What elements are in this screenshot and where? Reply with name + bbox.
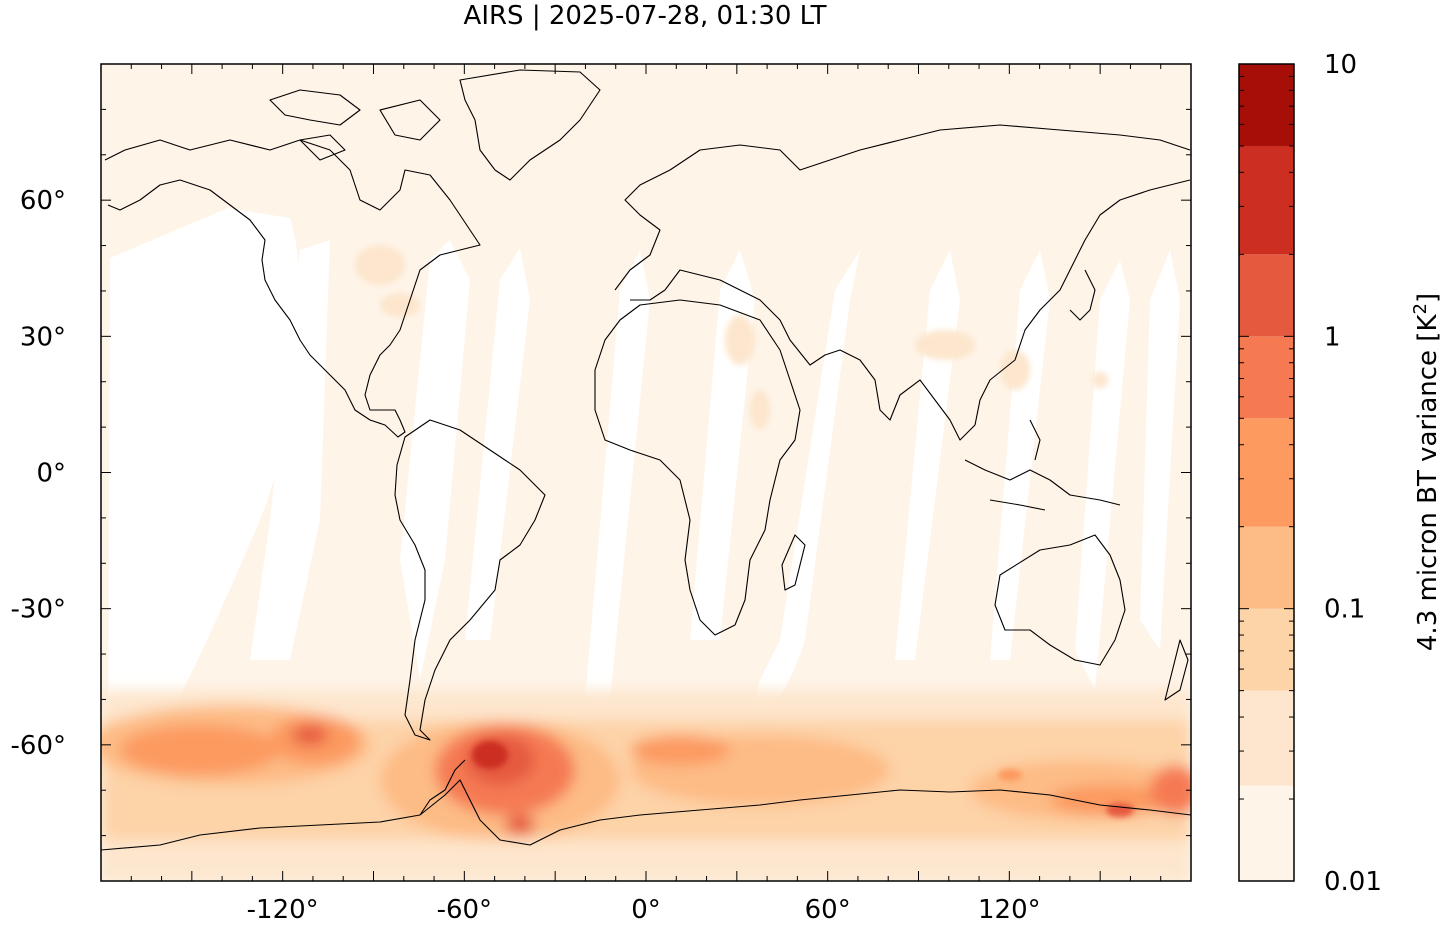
lon-tick-label: -120° xyxy=(247,895,319,925)
colorbar-label-main: 4.3 micron BT variance [K xyxy=(1413,314,1442,652)
coast-southeast-asia xyxy=(964,419,1121,511)
lon-tick-label: 0° xyxy=(631,895,661,925)
colorbar-level-block xyxy=(1239,526,1294,609)
colorbar-tick-labels: 10 1 0.1 0.01 xyxy=(1324,50,1382,897)
swath-gap-east-asia xyxy=(990,250,1050,660)
colorbar-level-block xyxy=(1239,418,1294,527)
coast-new-zealand xyxy=(1164,639,1189,701)
colorbar-level-block xyxy=(1239,145,1294,255)
map-panel xyxy=(101,64,1191,881)
colorbar-label-end: ] xyxy=(1413,293,1442,303)
swath-gap-dateline xyxy=(1140,250,1180,650)
map-minor-ticks xyxy=(101,64,1191,881)
coast-antarctic-peninsula xyxy=(419,759,466,816)
colorbar-color-blocks xyxy=(1239,64,1294,881)
colorbar-label: 4.3 micron BT variance [K2] xyxy=(1410,293,1442,651)
latitude-tick-labels: 60° 30° 0° -30° -60° xyxy=(11,186,66,761)
coast-japan xyxy=(1069,269,1096,321)
coast-europe xyxy=(614,124,1191,291)
lon-tick-label: -60° xyxy=(437,895,492,925)
colorbar-tick-label: 10 xyxy=(1324,50,1357,80)
colorbar-label-superscript: 2 xyxy=(1410,303,1431,314)
swath-gap-indian xyxy=(735,250,860,770)
coast-madagascar xyxy=(781,534,806,591)
colorbar-frame xyxy=(1238,63,1295,882)
coastlines xyxy=(101,69,1191,851)
colorbar-level-block xyxy=(1239,690,1294,786)
coast-africa xyxy=(594,299,801,636)
lon-tick-label: 120° xyxy=(978,895,1041,925)
lat-tick-label: 60° xyxy=(20,186,66,216)
swath-gap-pacific xyxy=(108,208,300,800)
swath-gap-west-pacific xyxy=(1075,260,1130,690)
colorbar-tick-label: 0.01 xyxy=(1324,867,1382,897)
coast-south-america xyxy=(394,419,546,741)
coast-greenland xyxy=(459,69,601,181)
swath-gap-east-pacific xyxy=(250,240,330,660)
swath-gap-atlantic-west xyxy=(400,240,470,680)
lat-tick-label: -60° xyxy=(11,731,66,761)
swath-gap-africa-west xyxy=(585,250,650,700)
colorbar-level-block xyxy=(1239,608,1294,691)
lat-tick-label: -30° xyxy=(11,595,66,625)
lon-tick-label: 60° xyxy=(805,895,851,925)
coast-antarctica xyxy=(101,779,1191,851)
colorbar-ticks xyxy=(1239,75,1294,882)
lat-tick-label: 30° xyxy=(20,322,66,352)
variance-field xyxy=(101,245,1191,881)
coast-north-america xyxy=(104,139,481,438)
colorbar-level-block xyxy=(1239,336,1294,419)
coast-australia xyxy=(994,534,1126,666)
colorbar-level-block xyxy=(1239,254,1294,337)
colorbar-tick-label: 1 xyxy=(1324,322,1341,352)
chart-title: AIRS | 2025-07-28, 01:30 LT xyxy=(464,1,827,31)
swath-gap-atlantic xyxy=(465,248,530,640)
coast-arctic-islands xyxy=(269,89,441,161)
colorbar-tick-label: 0.1 xyxy=(1324,595,1365,625)
lat-tick-label: 0° xyxy=(36,459,66,489)
coast-asia xyxy=(630,179,1191,441)
longitude-tick-labels: -120° -60° 0° 60° 120° xyxy=(247,895,1041,925)
colorbar: 10 1 0.1 0.01 4.3 micron BT variance [K2] xyxy=(1238,50,1442,897)
colorbar-level-block xyxy=(1239,785,1294,881)
colorbar-level-block xyxy=(1239,64,1294,146)
swath-gaps xyxy=(108,208,1180,800)
